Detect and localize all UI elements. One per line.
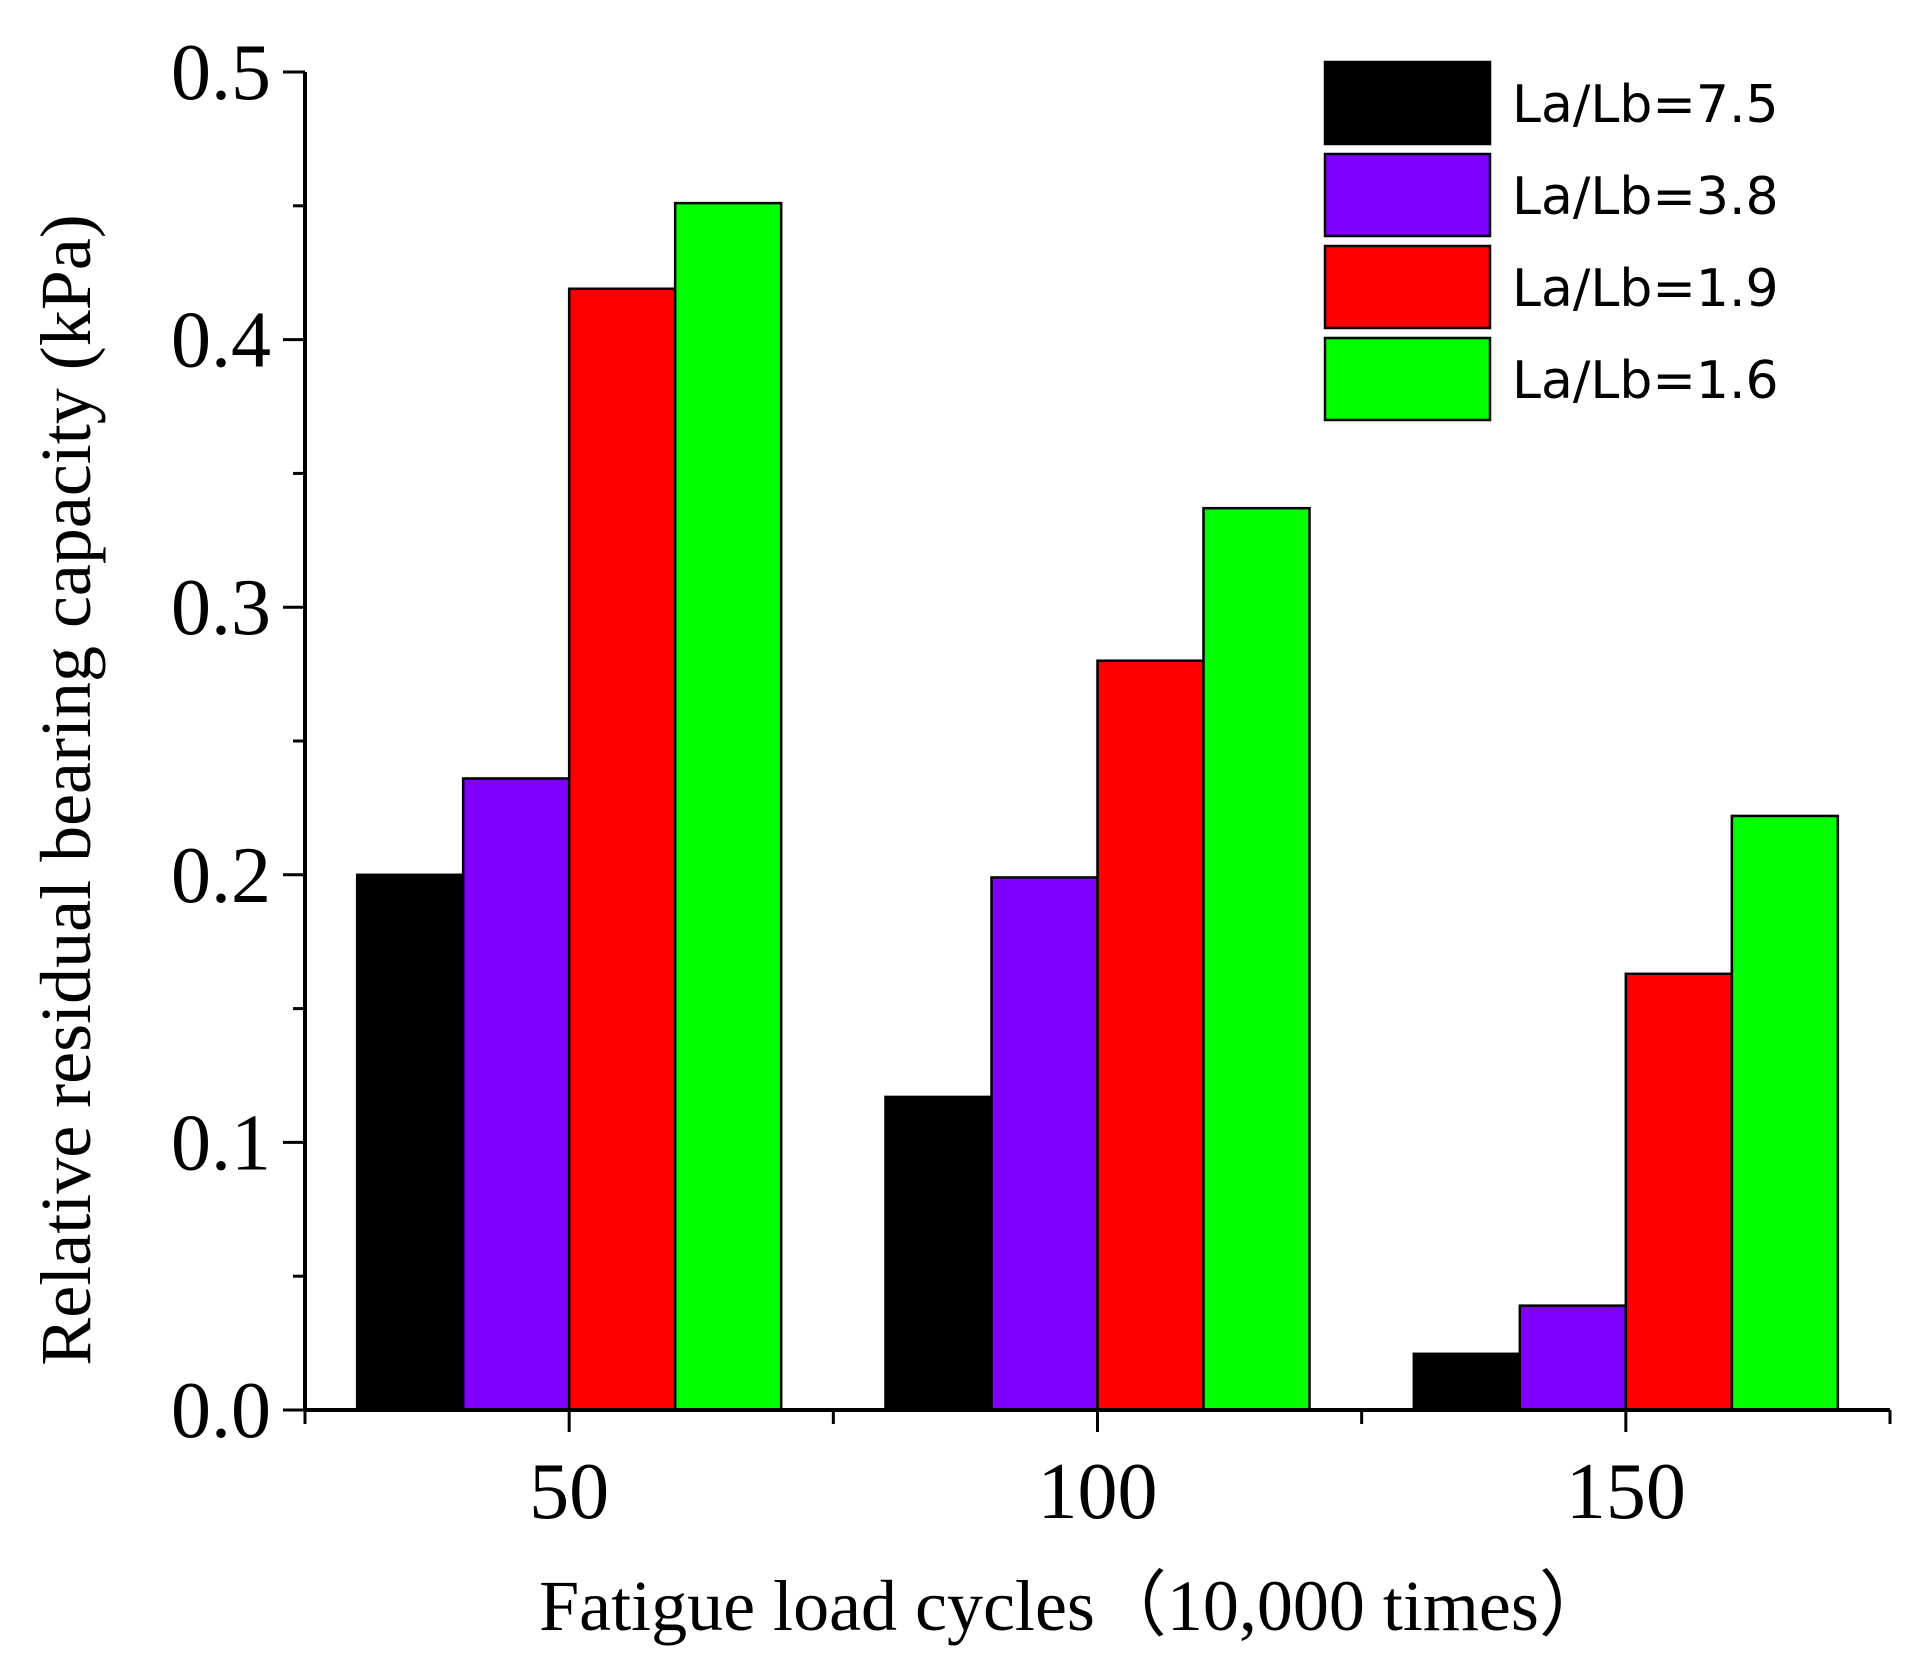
y-tick-label: 0.0 <box>171 1367 271 1455</box>
bars-group <box>355 201 1840 1412</box>
legend-label: La/Lb=1.9 <box>1512 259 1779 319</box>
y-tick-label: 0.4 <box>171 297 271 385</box>
bar-50-La-Lb-3.8 <box>461 777 571 1412</box>
bar-150-La-Lb-3.8 <box>1518 1304 1628 1412</box>
bar-50-La-Lb-1.9 <box>567 287 677 1412</box>
bar-100-La-Lb-7.5 <box>884 1095 993 1412</box>
bar-150-La-Lb-7.5 <box>1412 1352 1522 1412</box>
y-tick-label: 0.5 <box>171 29 271 117</box>
y-tick-label: 0.1 <box>171 1099 271 1187</box>
x-tick-label: 100 <box>1038 1448 1158 1536</box>
bar-100-La-Lb-1.6 <box>1202 506 1311 1412</box>
legend: La/Lb=7.5 La/Lb=3.8 La/Lb=1.9 La/Lb=1.6 <box>1323 60 1779 422</box>
legend-swatch <box>1323 60 1492 146</box>
legend-swatch <box>1323 152 1492 238</box>
bar-100-La-Lb-1.9 <box>1096 659 1205 1412</box>
axes-group: 0.0 0.1 0.2 0.3 0.4 0.5 50 100 150 <box>171 29 1892 1536</box>
x-axis-title: Fatigue load cycles（10,000 times） <box>539 1566 1611 1646</box>
legend-label: La/Lb=7.5 <box>1512 75 1779 135</box>
bar-100-La-Lb-3.8 <box>990 876 1099 1412</box>
legend-label: La/Lb=3.8 <box>1512 167 1779 227</box>
legend-swatch <box>1323 244 1492 330</box>
bar-50-La-Lb-7.5 <box>355 873 465 1412</box>
x-tick-label: 50 <box>529 1448 609 1536</box>
bar-150-La-Lb-1.9 <box>1624 972 1734 1412</box>
y-tick-label: 0.3 <box>171 564 271 652</box>
bar-50-La-Lb-1.6 <box>673 201 783 1412</box>
legend-swatch <box>1323 336 1492 422</box>
y-axis-title: Relative residual bearing capacity (kPa) <box>26 214 106 1366</box>
y-tick-label: 0.2 <box>171 832 271 920</box>
x-tick-label: 150 <box>1566 1448 1686 1536</box>
bar-150-La-Lb-1.6 <box>1730 814 1840 1412</box>
legend-label: La/Lb=1.6 <box>1512 351 1779 411</box>
